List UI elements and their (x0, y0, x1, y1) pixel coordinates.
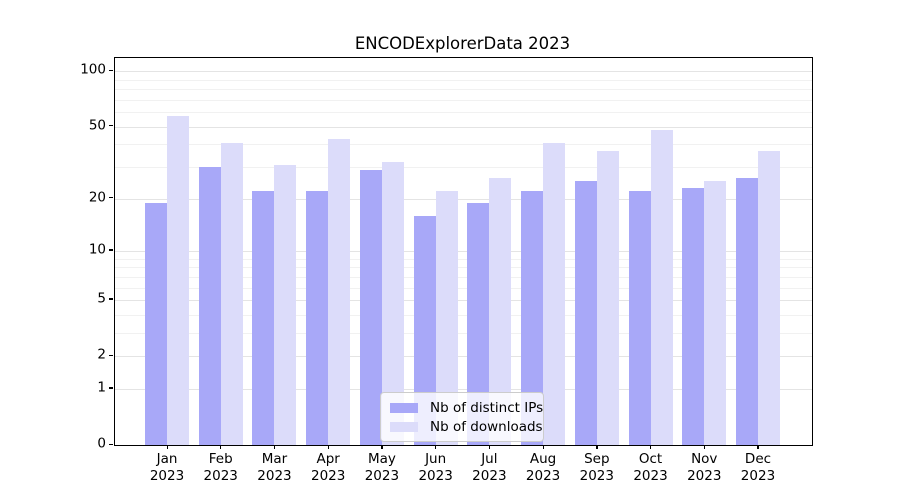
legend-label-distinct-ips: Nb of distinct IPs (430, 399, 544, 416)
bar-nb-of-downloads-jul (489, 178, 512, 445)
bar-nb-of-distinct-ips-sep (574, 181, 597, 445)
y-tick-mark (109, 125, 113, 127)
bar-nb-of-distinct-ips-dec (735, 178, 758, 445)
legend-swatch-downloads (390, 421, 418, 432)
x-tick-mark (327, 445, 329, 449)
bar-nb-of-distinct-ips-oct (628, 191, 651, 445)
legend: Nb of distinct IPs Nb of downloads (380, 392, 544, 442)
bar-nb-of-distinct-ips-jan (145, 202, 167, 445)
x-tick-label: Sep 2023 (579, 451, 614, 484)
bar-nb-of-distinct-ips-apr (306, 191, 329, 445)
x-tick-mark (220, 445, 222, 449)
y-tick-label: 2 (97, 346, 106, 363)
x-tick-label: Feb 2023 (203, 451, 238, 484)
y-tick-label: 0 (97, 435, 106, 452)
x-tick-label: Apr 2023 (310, 451, 346, 484)
bar-nb-of-downloads-mar (274, 164, 297, 445)
bar-nb-of-distinct-ips-mar (252, 191, 275, 445)
y-tick-mark (109, 249, 113, 251)
bar-nb-of-downloads-dec (757, 150, 780, 445)
x-tick-label: Jun 2023 (418, 451, 453, 484)
y-tick-mark (109, 354, 113, 356)
x-tick-label: Aug 2023 (525, 451, 561, 484)
y-tick-mark (109, 298, 113, 300)
plot-area (114, 57, 813, 446)
gridline-minor (115, 314, 812, 316)
gridline-major (115, 250, 812, 252)
gridline-minor (115, 112, 812, 114)
y-tick-label: 1 (97, 379, 106, 396)
x-tick-mark (650, 445, 652, 449)
x-tick-label: Mar 2023 (257, 451, 292, 484)
bar-nb-of-downloads-nov (704, 181, 727, 445)
bar-nb-of-downloads-apr (328, 138, 351, 445)
y-tick-label: 20 (88, 188, 106, 205)
bar-nb-of-distinct-ips-nov (682, 187, 705, 445)
gridline-minor (115, 89, 812, 91)
y-tick-mark (109, 443, 113, 445)
gridline-minor (115, 79, 812, 81)
gridline-minor (115, 332, 812, 334)
y-tick-label: 10 (88, 241, 106, 258)
chart-title: ENCODExplorerData 2023 (354, 34, 571, 53)
gridline-minor (115, 144, 812, 146)
x-tick-mark (381, 445, 383, 449)
x-tick-mark (596, 445, 598, 449)
x-tick-label: Oct 2023 (633, 451, 668, 484)
y-tick-mark (109, 197, 113, 199)
bar-nb-of-downloads-jun (435, 191, 458, 445)
gridline-minor (115, 276, 812, 278)
legend-entry-downloads: Nb of downloads (390, 417, 543, 436)
gridline-major (115, 198, 812, 200)
bar-nb-of-distinct-ips-feb (198, 167, 221, 445)
bar-nb-of-downloads-oct (650, 130, 673, 445)
gridline-minor (115, 287, 812, 289)
x-tick-mark (435, 445, 437, 449)
gridline-minor (115, 267, 812, 269)
gridline-minor (115, 258, 812, 260)
x-tick-mark (488, 445, 491, 449)
legend-swatch-distinct-ips (390, 402, 418, 413)
x-tick-mark (703, 445, 705, 449)
y-tick-mark (109, 387, 113, 389)
bar-nb-of-downloads-may (381, 162, 404, 445)
gridline-major (115, 71, 812, 73)
bar-nb-of-distinct-ips-aug (521, 191, 544, 445)
x-tick-mark (757, 445, 759, 449)
x-tick-mark (166, 445, 168, 449)
y-tick-mark (109, 69, 113, 72)
y-tick-label: 5 (97, 290, 106, 307)
gridline-minor (115, 100, 812, 102)
x-tick-mark (542, 445, 544, 449)
gridline-minor (115, 167, 812, 169)
y-tick-label: 100 (80, 61, 106, 78)
y-tick-label: 50 (88, 117, 106, 134)
bar-nb-of-distinct-ips-may (359, 169, 382, 445)
bar-nb-of-distinct-ips-jul (467, 202, 490, 445)
bar-nb-of-distinct-ips-jun (413, 215, 436, 445)
x-tick-mark (273, 445, 276, 449)
x-tick-label: Jul 2023 (472, 451, 507, 484)
bar-nb-of-downloads-sep (596, 150, 619, 445)
gridline-major (115, 126, 812, 128)
x-tick-label: Nov 2023 (687, 451, 722, 484)
gridline-major (115, 388, 812, 390)
gridline-major (115, 299, 812, 301)
legend-label-downloads: Nb of downloads (430, 418, 543, 435)
bar-nb-of-downloads-feb (220, 142, 243, 445)
bar-nb-of-downloads-aug (543, 142, 566, 445)
x-tick-label: Dec 2023 (740, 451, 776, 484)
bar-nb-of-downloads-jan (167, 116, 189, 445)
x-tick-label: May 2023 (364, 451, 400, 484)
legend-entry-distinct-ips: Nb of distinct IPs (390, 398, 543, 417)
gridline-major (115, 356, 812, 358)
x-tick-label: Jan 2023 (149, 451, 185, 484)
